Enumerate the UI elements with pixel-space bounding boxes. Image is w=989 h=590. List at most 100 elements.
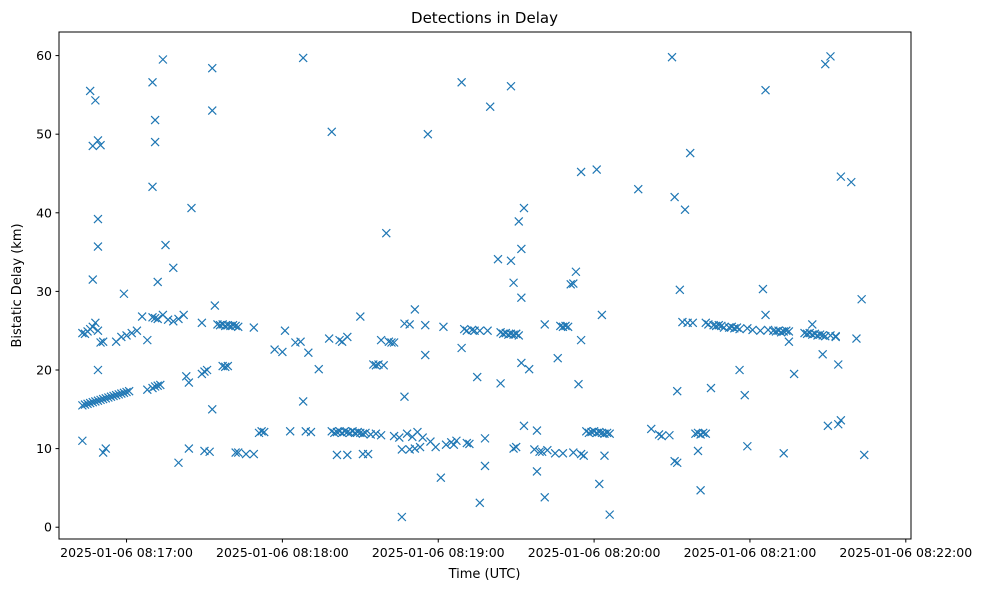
detection-marker: [410, 305, 420, 314]
detection-marker: [314, 364, 324, 374]
detection-marker: [303, 348, 313, 358]
detection-marker: [142, 335, 152, 345]
detection-marker: [831, 331, 841, 341]
detection-marker: [220, 362, 230, 372]
detection-marker: [187, 203, 196, 213]
detection-marker: [657, 431, 667, 441]
detection-marker: [836, 415, 846, 425]
detection-marker: [418, 433, 428, 443]
detection-marker: [672, 458, 682, 468]
detection-marker: [542, 445, 552, 455]
detection-marker: [480, 461, 490, 471]
y-tick-label: 0: [44, 520, 52, 535]
detection-marker: [153, 381, 163, 391]
detection-marker: [306, 427, 316, 437]
detection-marker: [540, 319, 550, 329]
detection-marker: [472, 372, 482, 382]
detection-marker: [511, 329, 521, 339]
detection-marker: [576, 449, 586, 459]
detection-marker: [106, 392, 116, 402]
detection-marker: [93, 214, 103, 224]
detection-marker: [761, 310, 770, 320]
detection-marker: [148, 77, 157, 87]
chart-title: Detections in Delay: [411, 9, 558, 27]
detection-marker: [857, 294, 867, 304]
detection-marker: [675, 285, 685, 295]
detection-marker: [163, 315, 173, 325]
detection-marker: [233, 448, 243, 457]
detection-marker: [506, 81, 516, 91]
detection-marker: [231, 321, 241, 331]
y-tick-label: 50: [36, 127, 52, 142]
detection-marker: [103, 393, 113, 402]
detection-marker: [298, 397, 308, 406]
detection-marker: [168, 263, 178, 273]
detection-marker: [605, 510, 615, 520]
detection-marker: [358, 429, 368, 439]
detection-marker: [670, 456, 680, 466]
detection-marker: [467, 325, 477, 335]
detection-marker: [568, 448, 578, 457]
detection-marker: [88, 275, 98, 285]
detection-marker: [207, 106, 217, 116]
detection-marker: [537, 447, 547, 457]
detection-marker: [116, 389, 126, 399]
detection-marker: [550, 448, 560, 458]
detection-marker: [98, 394, 108, 404]
detection-marker: [324, 334, 334, 343]
detection-marker: [137, 312, 147, 321]
x-tick-label: 2025-01-06 08:22:00: [839, 545, 972, 560]
detection-marker: [740, 390, 750, 400]
y-tick-label: 10: [36, 441, 52, 456]
detection-marker: [90, 318, 100, 328]
detection-marker: [327, 127, 337, 137]
detection-marker: [96, 395, 105, 405]
detection-marker: [96, 338, 105, 347]
detection-marker: [698, 428, 708, 438]
detection-marker: [400, 392, 409, 402]
detection-marker: [298, 53, 308, 63]
x-axis-label: Time (UTC): [448, 567, 521, 582]
detection-marker: [483, 326, 493, 336]
detection-marker: [514, 330, 524, 340]
detection-marker: [93, 326, 103, 336]
x-axis-ticks: 2025-01-06 08:17:00 2025-01-06 08:18:00 20…: [60, 539, 972, 560]
detection-marker: [397, 512, 407, 522]
detection-marker: [732, 323, 742, 332]
y-tick-label: 30: [36, 284, 52, 299]
detection-marker: [716, 321, 726, 331]
detection-marker: [394, 433, 404, 443]
detection-marker: [516, 244, 526, 254]
detection-marker: [124, 386, 134, 396]
detection-marker: [90, 397, 100, 406]
detection-marker: [558, 448, 568, 458]
detection-marker: [823, 421, 833, 431]
detection-marker: [119, 388, 129, 398]
detection-marker: [114, 389, 124, 399]
x-tick-label: 2025-01-06 08:17:00: [60, 545, 193, 560]
detection-marker: [514, 217, 524, 226]
detection-marker: [153, 277, 163, 287]
detection-marker: [184, 378, 194, 388]
detection-marker: [197, 318, 207, 328]
detection-marker: [594, 479, 604, 489]
detection-marker: [535, 447, 544, 457]
detection-marker: [665, 430, 674, 440]
detection-marker: [285, 426, 295, 436]
detection-marker: [755, 326, 765, 336]
detection-marker: [519, 421, 529, 431]
y-axis-label: Bistatic Delay (km): [10, 223, 25, 347]
detection-marker: [257, 426, 267, 436]
detection-marker: [519, 203, 529, 213]
detection-marker: [758, 284, 768, 294]
detection-marker: [122, 330, 131, 340]
detection-marker: [353, 427, 363, 437]
detection-marker: [379, 360, 389, 370]
detection-marker: [181, 371, 191, 381]
detection-marker: [576, 335, 586, 345]
detection-marker: [568, 279, 578, 288]
detection-marker: [439, 322, 448, 332]
detection-marker: [119, 289, 129, 299]
detection-marker: [524, 364, 534, 374]
